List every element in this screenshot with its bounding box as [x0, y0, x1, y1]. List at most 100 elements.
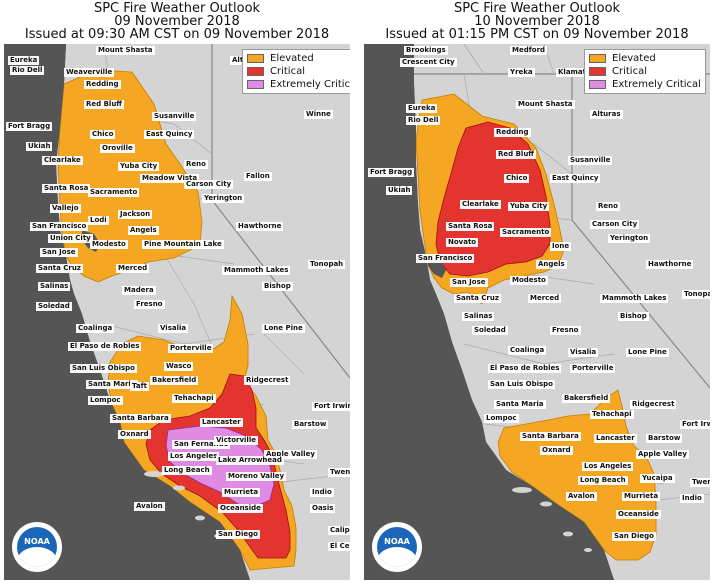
noaa-logo: NOAA	[372, 522, 422, 572]
city-label: Long Beach	[578, 476, 628, 485]
legend-item-elevated: Elevated	[589, 52, 701, 65]
city-label: Oceanside	[616, 510, 661, 519]
city-label: Santa Barbara	[520, 432, 581, 441]
city-label: Ridgecrest	[630, 400, 677, 409]
legend-swatch	[247, 80, 264, 89]
city-label: San Luis Obispo	[70, 364, 137, 373]
island	[563, 531, 573, 537]
panel-issued: Issued at 09:30 AM CST on 09 November 20…	[24, 27, 330, 42]
city-label: San Luis Obispo	[488, 380, 555, 389]
city-label: Salinas	[462, 312, 495, 321]
city-label: Yucaipa	[640, 474, 675, 483]
city-label: Apple Valley	[264, 450, 317, 459]
legend-label: Critical	[270, 66, 305, 77]
city-label: Santa Rosa	[446, 222, 495, 231]
city-label: Susanville	[152, 112, 197, 121]
city-label: El Centro	[328, 542, 350, 551]
city-label: Redding	[494, 128, 531, 137]
map-legend: Elevated Critical Extremely Critical	[584, 49, 706, 94]
noaa-emblem: NOAA	[377, 527, 417, 567]
city-label: Barstow	[646, 434, 683, 443]
ocean	[4, 44, 250, 580]
city-label: Fresno	[134, 300, 165, 309]
city-label: Modesto	[510, 276, 548, 285]
city-label: Oceanside	[218, 504, 263, 513]
map-legend: Elevated Critical Extremely Critical	[242, 49, 350, 94]
city-label: Eureka	[406, 104, 438, 113]
city-label: Mount Shasta	[96, 46, 155, 55]
city-label: Lompoc	[484, 414, 519, 423]
city-label: Tonopah	[682, 290, 710, 299]
city-label: Clearlake	[460, 200, 501, 209]
city-label: Novato	[446, 238, 479, 247]
city-label: Ridgecrest	[244, 376, 291, 385]
city-label: Fort Bragg	[6, 122, 53, 131]
city-label: Fort Bragg	[368, 168, 415, 177]
city-label: Twenty	[690, 478, 710, 487]
city-label: Wasco	[164, 362, 194, 371]
island	[584, 548, 592, 552]
outlook-map: Brookings Medford Crescent City Yreka Klamat…	[364, 44, 710, 580]
city-label: Soledad	[36, 302, 72, 311]
legend-swatch	[247, 54, 264, 63]
city-label: Yreka	[508, 68, 535, 77]
city-label: Fort Irwin	[680, 420, 710, 429]
panel-date: 10 November 2018	[474, 14, 600, 29]
panel-title: SPC Fire Weather Outlook	[453, 1, 621, 16]
city-label: Lodi	[88, 216, 109, 225]
city-label: Tehachapi	[172, 394, 216, 403]
panel-date: 09 November 2018	[114, 14, 240, 29]
city-label: Oxnard	[540, 446, 573, 455]
city-label: Oasis	[310, 504, 336, 513]
city-label: East Quincy	[144, 130, 195, 139]
city-label: El Paso de Robles	[488, 364, 562, 373]
city-label: Merced	[116, 264, 150, 273]
legend-swatch	[589, 54, 606, 63]
map-graphic	[364, 44, 710, 580]
city-label: San Jose	[40, 248, 78, 257]
city-label: Murrieta	[622, 492, 661, 501]
city-label: Yerington	[608, 234, 651, 243]
city-label: Sacramento	[88, 188, 140, 197]
city-label: Fallon	[244, 172, 272, 181]
city-label: Santa Maria	[86, 380, 138, 389]
city-label: Indio	[310, 488, 334, 497]
city-label: Coalinga	[76, 324, 115, 333]
city-label: Salinas	[38, 282, 71, 291]
city-label: San Francisco	[416, 254, 475, 263]
legend-label: Extremely Critical	[270, 79, 350, 90]
legend-item-extremely-critical: Extremely Critical	[589, 78, 701, 91]
city-label: Redding	[84, 80, 121, 89]
city-label: Coalinga	[508, 346, 547, 355]
legend-item-extremely-critical: Extremely Critical	[247, 78, 350, 91]
city-label: Red Bluff	[496, 150, 536, 159]
legend-swatch	[247, 67, 264, 76]
city-label: Alturas	[590, 110, 623, 119]
city-label: Mammoth Lakes	[222, 266, 291, 275]
city-label: Vallejo	[50, 204, 81, 213]
city-label: Ukiah	[386, 186, 413, 195]
city-label: Santa Cruz	[454, 294, 501, 303]
legend-label: Critical	[612, 66, 647, 77]
city-label: Lone Pine	[626, 348, 669, 357]
city-label: Los Angeles	[168, 452, 220, 461]
fire-outlook-panel-day1: SPC Fire Weather Outlook 09 November 201…	[0, 0, 354, 584]
city-label: Angels	[536, 260, 567, 269]
city-label: Reno	[184, 160, 208, 169]
legend-label: Extremely Critical	[612, 79, 701, 90]
city-label: Lancaster	[594, 434, 637, 443]
city-label: Avalon	[134, 502, 165, 511]
noaa-emblem: NOAA	[17, 527, 57, 567]
city-label: Rio Dell	[10, 66, 45, 75]
city-label: Lompoc	[88, 396, 123, 405]
city-label: Bakersfield	[150, 376, 199, 385]
legend-swatch	[589, 80, 606, 89]
island	[144, 471, 164, 477]
city-label: Lone Pine	[262, 324, 305, 333]
city-label: Susanville	[568, 156, 613, 165]
city-label: Clearlake	[42, 156, 83, 165]
city-label: Santa Barbara	[110, 414, 171, 423]
city-label: Union City	[48, 234, 93, 243]
city-label: Angels	[128, 226, 159, 235]
city-label: Yuba City	[118, 162, 160, 171]
